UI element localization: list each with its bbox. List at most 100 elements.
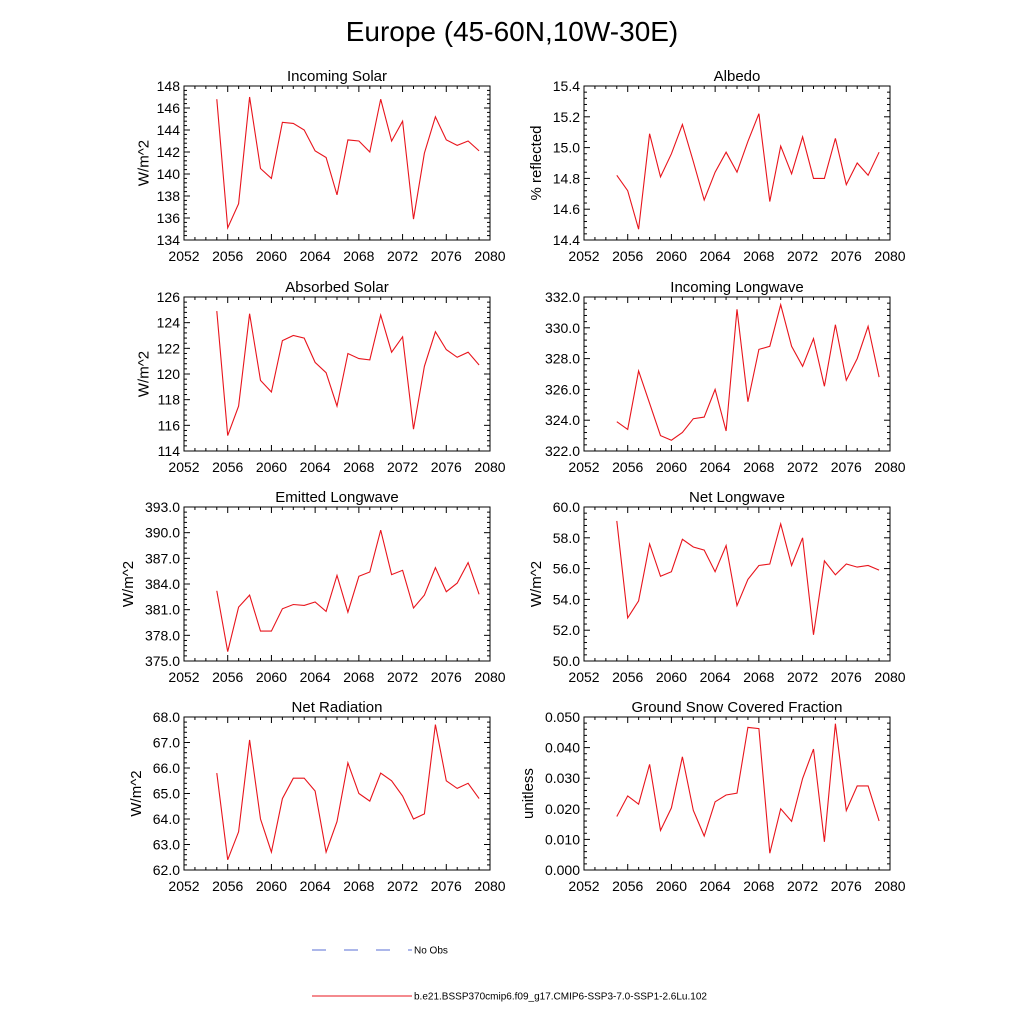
y-tick-label: 118 [158,392,181,408]
y-tick-label: 140 [157,166,181,182]
y-tick-label: 378.0 [145,627,180,643]
x-tick-label: 2052 [168,669,199,685]
y-tick-label: 126 [157,289,181,305]
panel-grid: Incoming Solar 2052 2056 2060 2064 2068 2072 20… [120,68,906,894]
y-tick-label: 58.0 [553,530,580,546]
x-tick-label: 2080 [874,459,905,475]
x-tick-label: 2056 [612,248,643,264]
panel-incoming-longwave: Incoming Longwave 2052 2056 2060 2064 2068 207… [545,279,906,475]
x-tick-label: 2056 [612,459,643,475]
x-tick-label: 2068 [743,669,774,685]
x-tick-label: 2080 [874,248,905,264]
y-tick-label: 66.0 [153,760,180,776]
y-tick-label: 0.010 [545,831,580,847]
y-tick-label: 138 [157,188,181,204]
y-tick-label: 124 [157,315,181,331]
panel-title: Net Radiation [292,699,383,716]
x-tick-label: 2052 [568,878,599,894]
x-tick-label: 2076 [831,878,862,894]
legend: No Obs b.e21.BSSP370cmip6.f09_g17.CMIP6-… [312,946,707,1003]
y-tick-label: 375.0 [145,653,180,669]
panel-albedo: Albedo 2052 2056 2060 2064 2068 2072 2076 2080 14… [528,68,906,264]
x-tick-label: 2068 [343,459,374,475]
x-tick-label: 2068 [343,878,374,894]
y-tick-label: 381.0 [145,602,180,618]
panel-emitted-longwave: Emitted Longwave 2052 2056 2060 2064 2068 2072… [120,489,506,685]
x-tick-label: 2076 [831,248,862,264]
y-tick-label: 15.4 [553,78,580,94]
panel-title: Net Longwave [689,489,785,506]
x-tick-label: 2064 [700,669,731,685]
panel-ground-snow-covered-fraction: Ground Snow Covered Fraction 2052 2056 2060… [520,699,906,894]
x-tick-label: 2068 [343,248,374,264]
y-tick-label: 148 [157,78,181,94]
y-tick-label: 14.6 [553,201,580,217]
x-tick-label: 2072 [787,459,818,475]
series-line [616,520,880,635]
series-line [216,529,480,652]
x-tick-label: 2072 [787,248,818,264]
x-tick-label: 2056 [212,248,243,264]
y-tick-label: 54.0 [553,591,580,607]
x-tick-label: 2064 [700,878,731,894]
y-tick-label: 330.0 [545,320,580,336]
y-tick-label: 116 [158,417,181,433]
y-tick-label: 136 [157,210,181,226]
plot-frame [183,296,491,452]
x-tick-label: 2080 [474,878,505,894]
y-axis-label: W/m^2 [528,561,545,607]
y-tick-label: 52.0 [553,622,580,638]
x-tick-label: 2064 [300,669,331,685]
x-tick-label: 2064 [300,878,331,894]
y-tick-label: 0.050 [545,709,580,725]
x-tick-label: 2064 [700,248,731,264]
x-tick-label: 2052 [568,248,599,264]
x-tick-label: 2076 [431,878,462,894]
panel-absorbed-solar: Absorbed Solar 2052 2056 2060 2064 2068 2072 20… [136,279,506,475]
series-line [616,113,880,230]
x-tick-label: 2068 [743,248,774,264]
panel-title: Incoming Solar [287,68,387,85]
y-tick-label: 0.040 [545,740,580,756]
y-tick-label: 14.4 [553,232,580,248]
panel-title: Incoming Longwave [670,279,803,296]
x-tick-label: 2056 [212,459,243,475]
x-tick-label: 2052 [168,878,199,894]
x-tick-label: 2060 [256,878,287,894]
x-tick-label: 2052 [168,248,199,264]
x-tick-label: 2076 [431,459,462,475]
series-line [616,723,880,854]
x-tick-label: 2056 [212,669,243,685]
y-tick-label: 60.0 [553,499,580,515]
x-tick-label: 2080 [474,669,505,685]
y-tick-label: 384.0 [145,576,180,592]
y-tick-label: 114 [158,443,181,459]
x-tick-label: 2068 [743,459,774,475]
x-tick-label: 2076 [831,459,862,475]
y-axis-label: W/m^2 [128,770,145,816]
y-tick-label: 14.8 [553,170,580,186]
y-tick-label: 393.0 [145,499,180,515]
y-tick-label: 0.020 [545,801,580,817]
x-tick-label: 2076 [431,669,462,685]
x-tick-label: 2060 [256,459,287,475]
panel-title: Albedo [714,68,761,85]
y-tick-label: 62.0 [153,862,180,878]
x-tick-label: 2072 [387,669,418,685]
plot-frame [583,506,891,662]
series-line [216,96,480,231]
y-tick-label: 322.0 [545,443,580,459]
y-tick-label: 0.000 [545,862,580,878]
y-axis-label: W/m^2 [136,140,153,186]
x-tick-label: 2060 [656,459,687,475]
plot-frame [583,85,891,241]
panel-incoming-solar: Incoming Solar 2052 2056 2060 2064 2068 2072 20… [136,68,506,264]
panel-title: Emitted Longwave [275,489,398,506]
panel-net-radiation: Net Radiation 2052 2056 2060 2064 2068 2072 207… [128,699,506,894]
legend-obs-label: No Obs [414,946,448,957]
y-tick-label: 326.0 [545,381,580,397]
x-tick-label: 2052 [168,459,199,475]
plot-frame [183,506,491,662]
y-axis-label: % reflected [528,125,545,200]
y-tick-label: 390.0 [145,525,180,541]
